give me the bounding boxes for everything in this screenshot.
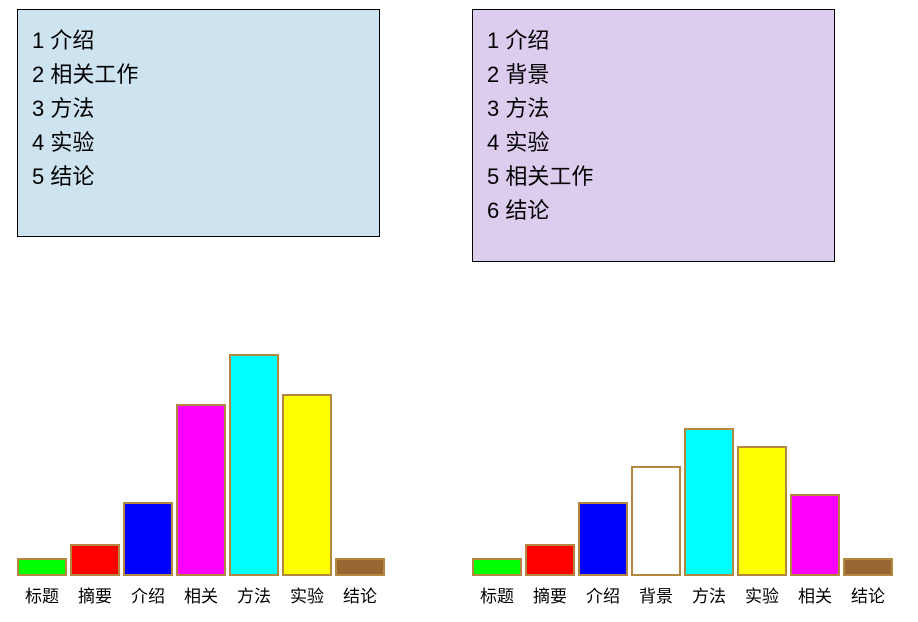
outline-right-item: 2 背景: [487, 58, 820, 92]
outline-box-left: 1 介绍2 相关工作3 方法4 实验5 结论: [17, 9, 380, 237]
chart-left-bar-label: 结论: [343, 582, 377, 607]
chart-left-bar: [335, 558, 385, 576]
bar-chart-right: 标题摘要介绍背景方法实验相关结论: [472, 428, 893, 607]
chart-right-bar: [684, 428, 734, 576]
chart-right-bar: [578, 502, 628, 576]
chart-left-bar-label: 介绍: [131, 582, 165, 607]
chart-right-bar-wrap: 结论: [843, 558, 893, 607]
outline-left-item: 4 实验: [32, 126, 365, 160]
chart-left-bar-wrap: 结论: [335, 558, 385, 607]
outline-right-item: 6 结论: [487, 194, 820, 228]
chart-left-bar-wrap: 实验: [282, 394, 332, 607]
chart-left-bar-label: 标题: [25, 582, 59, 607]
outline-box-right: 1 介绍2 背景3 方法4 实验5 相关工作6 结论: [472, 9, 835, 262]
chart-left-bar: [282, 394, 332, 576]
outline-right-item: 3 方法: [487, 92, 820, 126]
chart-right-bar-label: 摘要: [533, 582, 567, 607]
chart-right-bar-wrap: 介绍: [578, 502, 628, 607]
chart-left-bar: [176, 404, 226, 576]
chart-right-bar-label: 相关: [798, 582, 832, 607]
chart-left-bar-label: 方法: [237, 582, 271, 607]
chart-left-bar-wrap: 介绍: [123, 502, 173, 607]
chart-right-bar-label: 标题: [480, 582, 514, 607]
chart-right-bar: [631, 466, 681, 576]
outline-left-item: 5 结论: [32, 160, 365, 194]
chart-left-bar: [17, 558, 67, 576]
outline-left-item: 3 方法: [32, 92, 365, 126]
chart-right-bar-wrap: 方法: [684, 428, 734, 607]
chart-right-bar-wrap: 实验: [737, 446, 787, 607]
chart-right-bar-wrap: 标题: [472, 558, 522, 607]
chart-right-bar-wrap: 相关: [790, 494, 840, 607]
chart-left-bar: [70, 544, 120, 576]
chart-left-bar-wrap: 相关: [176, 404, 226, 607]
chart-left-bar-wrap: 标题: [17, 558, 67, 607]
chart-right-bar-label: 实验: [745, 582, 779, 607]
chart-right-bar: [737, 446, 787, 576]
outline-left-item: 2 相关工作: [32, 58, 365, 92]
chart-right-bar: [790, 494, 840, 576]
outline-right-item: 1 介绍: [487, 24, 820, 58]
chart-left-bar-label: 实验: [290, 582, 324, 607]
chart-left-bar-label: 相关: [184, 582, 218, 607]
chart-right-bar-label: 结论: [851, 582, 885, 607]
chart-right-bar-wrap: 摘要: [525, 544, 575, 607]
chart-left-bar-label: 摘要: [78, 582, 112, 607]
bar-chart-left: 标题摘要介绍相关方法实验结论: [17, 354, 385, 607]
chart-right-bar-label: 方法: [692, 582, 726, 607]
chart-left-bar: [229, 354, 279, 576]
chart-left-bar-wrap: 方法: [229, 354, 279, 607]
chart-right-bar-label: 背景: [639, 582, 673, 607]
chart-right-bar-label: 介绍: [586, 582, 620, 607]
chart-right-bar: [525, 544, 575, 576]
chart-right-bar: [843, 558, 893, 576]
outline-right-item: 4 实验: [487, 126, 820, 160]
chart-left-bar: [123, 502, 173, 576]
chart-right-bar-wrap: 背景: [631, 466, 681, 607]
chart-right-bar: [472, 558, 522, 576]
chart-left-bar-wrap: 摘要: [70, 544, 120, 607]
outline-left-item: 1 介绍: [32, 24, 365, 58]
outline-right-item: 5 相关工作: [487, 160, 820, 194]
